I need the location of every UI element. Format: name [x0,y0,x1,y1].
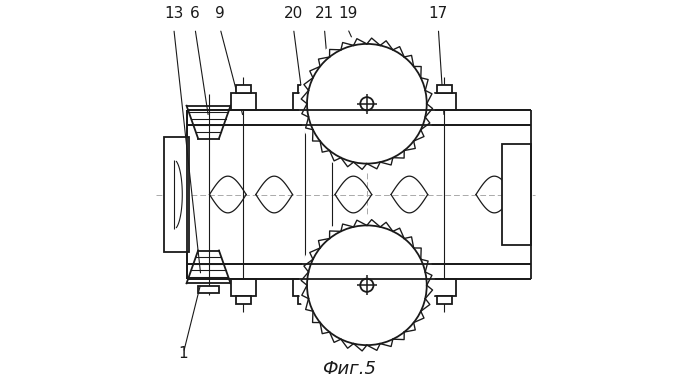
Text: 13: 13 [164,6,183,21]
Bar [231,279,256,296]
Bar [319,279,345,296]
Bar [437,85,452,93]
Bar [293,279,317,296]
Bar [236,85,251,93]
Bar [502,144,531,245]
Text: 9: 9 [215,6,225,21]
Bar [298,85,312,93]
Text: 1: 1 [179,345,188,361]
Text: 19: 19 [338,6,357,21]
Circle shape [298,217,435,354]
Circle shape [298,35,435,172]
Circle shape [360,97,373,110]
Bar [298,296,312,304]
Text: 17: 17 [428,6,448,21]
Circle shape [307,225,427,345]
Text: Фиг.5: Фиг.5 [322,360,377,378]
Bar [198,286,219,293]
Bar [432,279,456,296]
Bar [432,93,456,110]
Bar [319,93,345,110]
Bar [325,296,340,304]
Bar [231,93,256,110]
Bar [293,93,317,110]
Text: 21: 21 [315,6,334,21]
Bar [325,85,340,93]
Text: 20: 20 [284,6,303,21]
Bar [437,296,452,304]
Text: 6: 6 [190,6,200,21]
Circle shape [307,44,427,164]
Bar [236,296,251,304]
Circle shape [360,279,373,292]
Bar [164,137,189,252]
